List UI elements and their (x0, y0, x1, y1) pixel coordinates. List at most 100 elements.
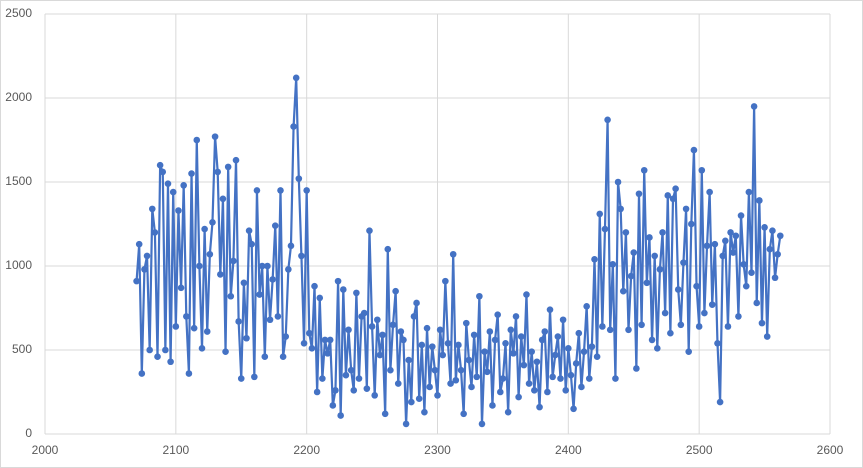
data-point (570, 405, 577, 413)
data-point (410, 313, 418, 320)
data-point (277, 187, 284, 194)
data-point (740, 261, 747, 268)
data-point (643, 279, 651, 287)
data-point (379, 331, 386, 339)
data-point (366, 227, 373, 235)
data-point (614, 178, 622, 186)
data-point (515, 393, 522, 401)
data-point (133, 277, 140, 285)
data-point (374, 316, 381, 324)
data-point (588, 343, 596, 350)
data-point (551, 351, 559, 359)
data-point (664, 192, 672, 199)
data-point (141, 266, 148, 273)
data-point (716, 398, 724, 406)
data-point (690, 146, 698, 154)
data-point (392, 287, 399, 295)
data-point (481, 348, 488, 355)
data-point (413, 299, 420, 307)
data-point (426, 383, 433, 391)
data-point (290, 123, 297, 130)
data-point (460, 410, 467, 418)
data-point (159, 168, 167, 176)
data-point (151, 229, 159, 236)
data-point (326, 336, 334, 344)
data-point (776, 232, 784, 240)
y-tick-label: 500 (12, 342, 32, 356)
data-point (457, 366, 465, 374)
data-point (442, 277, 449, 285)
data-point (180, 182, 187, 189)
data-point (167, 358, 174, 366)
data-point (541, 328, 549, 335)
data-point (489, 402, 496, 409)
data-point (672, 185, 679, 193)
data-point (606, 326, 614, 334)
data-point (711, 240, 719, 248)
data-point (596, 210, 604, 218)
data-point (633, 365, 640, 372)
data-point (680, 259, 687, 266)
data-point (627, 272, 635, 280)
data-point (638, 321, 645, 329)
data-point (538, 336, 546, 344)
data-point (510, 350, 517, 357)
data-point (722, 237, 729, 245)
data-point (172, 323, 180, 330)
data-point (271, 222, 279, 229)
data-point (609, 261, 617, 268)
data-point (591, 255, 598, 263)
data-point (695, 323, 703, 330)
x-tick-label: 2300 (424, 443, 451, 457)
data-point (261, 353, 269, 361)
data-point (763, 333, 771, 340)
data-point (735, 313, 742, 320)
y-tick-label: 1500 (5, 174, 32, 188)
data-point (368, 323, 376, 330)
data-point (264, 262, 271, 270)
data-point (321, 336, 329, 344)
data-point (334, 277, 342, 285)
data-point (201, 225, 208, 233)
data-point (761, 224, 768, 231)
data-point (222, 348, 229, 355)
data-point (332, 387, 339, 394)
data-point (143, 252, 151, 260)
data-point (162, 346, 169, 354)
data-point (169, 188, 177, 196)
data-point (175, 207, 182, 214)
data-point (214, 168, 221, 176)
data-point (253, 187, 261, 194)
data-point (340, 286, 347, 293)
data-point (274, 313, 282, 320)
data-point (319, 375, 326, 382)
data-point (329, 402, 337, 409)
data-point (235, 318, 242, 325)
data-point (604, 116, 611, 124)
data-point (708, 301, 716, 308)
data-point (476, 292, 483, 300)
data-point (572, 360, 580, 367)
data-point (656, 266, 664, 273)
data-point (405, 356, 413, 364)
data-point (462, 319, 470, 327)
data-point (737, 212, 745, 219)
data-point (593, 353, 601, 361)
data-point (575, 329, 583, 337)
data-point (209, 219, 216, 226)
data-point (745, 188, 753, 196)
data-point (625, 326, 632, 334)
data-point (177, 284, 185, 292)
data-point (381, 410, 389, 418)
data-point (300, 339, 308, 347)
data-point (497, 388, 504, 396)
data-point (449, 250, 457, 258)
data-point (567, 371, 575, 379)
data-point (753, 299, 761, 307)
data-point (434, 392, 441, 399)
data-point (554, 333, 562, 340)
data-point (408, 398, 415, 406)
data-point (531, 387, 538, 394)
data-point (455, 341, 462, 349)
